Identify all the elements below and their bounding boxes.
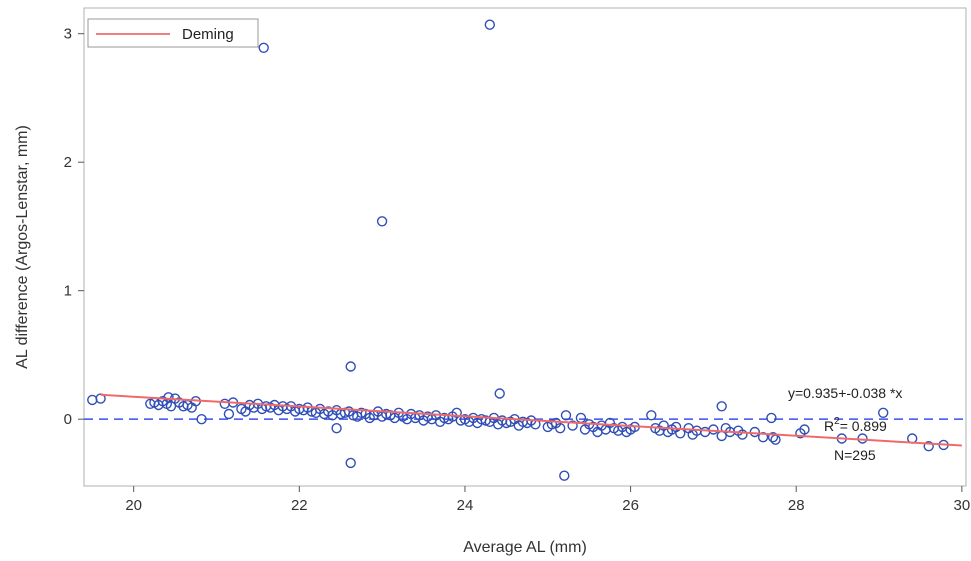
data-point xyxy=(923,441,934,452)
fit-annotation: y=0.935+-0.038 *x R2= 0.899 N=295 xyxy=(788,385,902,463)
data-point xyxy=(555,423,566,434)
y-axis-title: AL difference (Argos-Lenstar, mm) xyxy=(14,125,31,369)
data-point xyxy=(345,457,356,469)
data-point xyxy=(356,407,367,418)
data-point xyxy=(381,408,392,420)
x-axis-title: Average AL (mm) xyxy=(463,539,587,556)
data-point xyxy=(767,432,779,443)
x-tick-label: 26 xyxy=(622,497,639,514)
data-point xyxy=(258,42,269,53)
data-point xyxy=(757,432,769,443)
data-point xyxy=(331,423,342,434)
data-point xyxy=(546,419,558,430)
data-point xyxy=(878,407,889,418)
legend-label-deming: Deming xyxy=(182,26,234,43)
data-point xyxy=(560,410,572,421)
data-point xyxy=(223,408,235,420)
y-tick-label: 1 xyxy=(64,283,72,300)
data-point xyxy=(708,424,719,435)
y-tick-label: 0 xyxy=(64,411,72,428)
data-point xyxy=(749,426,760,438)
r-squared-annotation: R2= 0.899 xyxy=(824,416,887,434)
data-point xyxy=(196,414,207,425)
data-point xyxy=(567,420,578,431)
data-point xyxy=(766,412,777,424)
x-tick-label: 22 xyxy=(291,497,308,514)
data-point xyxy=(716,401,727,412)
data-point xyxy=(494,388,505,399)
data-point xyxy=(799,424,810,435)
y-tick-label: 3 xyxy=(64,26,72,43)
equation-annotation: y=0.935+-0.038 *x xyxy=(788,385,902,401)
n-annotation: N=295 xyxy=(834,447,876,463)
data-point xyxy=(646,410,657,421)
r-squared-sup: 2 xyxy=(834,416,840,427)
data-point xyxy=(484,19,495,30)
data-point xyxy=(376,216,388,227)
data-point xyxy=(737,429,748,440)
x-tick-label: 24 xyxy=(457,497,474,514)
plot-frame xyxy=(83,7,967,487)
data-point xyxy=(95,393,106,404)
x-axis: 20 22 24 26 28 30 xyxy=(125,486,970,514)
deming-fit-line xyxy=(100,393,962,447)
data-point xyxy=(165,401,177,412)
x-tick-label: 28 xyxy=(788,497,805,514)
x-tick-label: 20 xyxy=(125,497,142,514)
deming-fit-layer xyxy=(100,393,962,447)
r-squared-suffix: = 0.899 xyxy=(840,418,887,434)
data-point xyxy=(345,361,356,372)
y-axis: 0 1 2 3 xyxy=(64,26,84,428)
y-tick-label: 2 xyxy=(64,154,72,171)
x-tick-label: 30 xyxy=(954,497,971,514)
data-point xyxy=(451,407,462,418)
r-squared-prefix: R xyxy=(824,418,834,434)
data-point xyxy=(559,470,570,481)
legend: Deming xyxy=(87,18,259,48)
